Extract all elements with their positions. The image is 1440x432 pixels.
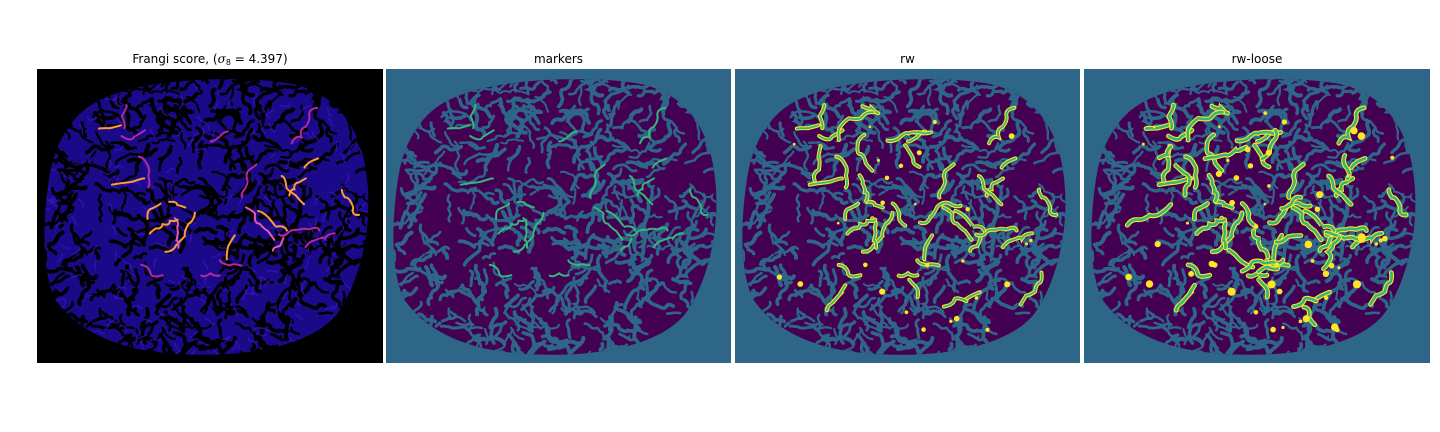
rw-image [735,69,1080,363]
panel-title-markers: markers [533,52,584,66]
image-panel-rw-loose [1084,69,1430,363]
panel-title-frangi: Frangi score, (σ8 = 4.397) [132,52,288,67]
image-panel-frangi [37,69,383,363]
image-panel-rw [735,69,1080,363]
panel-title-rw-loose: rw-loose [1231,52,1283,66]
rw-loose-image [1084,69,1430,363]
image-panel-markers [386,69,731,363]
frangi-image [37,69,383,363]
markers-image [386,69,731,363]
panel-title-rw: rw [900,52,915,66]
